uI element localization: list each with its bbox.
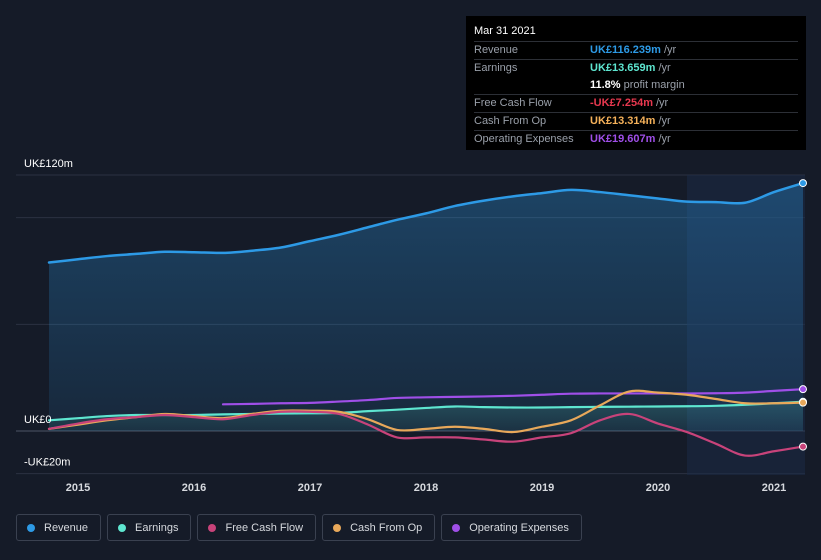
tooltip-row-label: Free Cash Flow <box>474 97 552 109</box>
legend-dot-icon <box>333 523 342 532</box>
free-cash-flow-line <box>47 410 805 457</box>
revenue-line <box>47 181 805 264</box>
tooltip-row: Cash From Op UK£13.314m/yr <box>474 112 798 130</box>
legend-dot-icon <box>208 523 217 532</box>
revenue-area <box>49 183 803 431</box>
tooltip-row-label: Cash From Op <box>474 115 547 127</box>
y-tick-label: UK£120m <box>24 158 73 170</box>
tooltip-panel: Mar 31 2021 Revenue UK£116.239m/yr Earning… <box>466 16 806 150</box>
tooltip-row-label: Operating Expenses <box>474 133 574 145</box>
tooltip-row-value: UK£19.607m <box>590 133 656 145</box>
chart-legend: Revenue Earnings Free Cash Flow Cash From O… <box>16 514 582 541</box>
legend-item-cash-from-op[interactable]: Cash From Op <box>322 514 436 541</box>
legend-label: Revenue <box>44 521 89 534</box>
legend-item-revenue[interactable]: Revenue <box>16 514 102 541</box>
x-tick-label: 2015 <box>66 482 90 494</box>
legend-dot-icon <box>452 523 461 532</box>
tooltip-row-value: UK£13.659m <box>590 62 656 74</box>
tooltip-row: Revenue UK£116.239m/yr <box>474 41 798 59</box>
cash-from-op-line <box>47 389 805 434</box>
revenue-end-point <box>799 179 807 188</box>
x-tick-label: 2019 <box>530 482 554 494</box>
legend-dot-icon <box>118 523 127 532</box>
tooltip-row: Operating Expenses UK£19.607m/yr <box>474 130 798 148</box>
x-tick-label: 2021 <box>762 482 786 494</box>
legend-item-earnings[interactable]: Earnings <box>107 514 192 541</box>
free-cash-flow-end-point <box>799 442 807 451</box>
legend-label: Cash From Op <box>350 521 423 534</box>
legend-label: Free Cash Flow <box>225 521 304 534</box>
tooltip-row-unit: profit margin <box>623 79 685 91</box>
operating-expenses-line <box>221 388 805 406</box>
cash-from-op-end-point <box>799 398 807 407</box>
legend-dot-icon <box>27 523 35 532</box>
tooltip-row-unit: /yr <box>658 133 671 145</box>
tooltip-row-value: 11.8% <box>590 79 621 91</box>
tooltip-row: Earnings UK£13.659m/yr <box>474 59 798 77</box>
x-tick-label: 2020 <box>646 482 670 494</box>
tooltip-row-label: Revenue <box>474 44 519 56</box>
tooltip-row-value: -UK£7.254m <box>590 97 653 109</box>
tooltip-row-value: UK£13.314m <box>590 115 656 127</box>
legend-label: Operating Expenses <box>469 521 569 534</box>
earnings-area <box>49 401 803 431</box>
operating-expenses-end-point <box>799 385 807 394</box>
y-tick-label: -UK£20m <box>24 457 70 469</box>
legend-item-operating-expenses[interactable]: Operating Expenses <box>441 514 582 541</box>
tooltip-row-unit: /yr <box>658 115 671 127</box>
tooltip-row-label: Earnings <box>474 62 518 74</box>
tooltip-row: Free Cash Flow -UK£7.254m/yr <box>474 94 798 112</box>
legend-label: Earnings <box>135 521 179 534</box>
series-layer <box>47 179 807 457</box>
tooltip-date: Mar 31 2021 <box>474 25 536 37</box>
tooltip-row-unit: /yr <box>663 44 677 56</box>
axis-labels: UK£120m UK£0 -UK£20m 2015 2016 2017 2018 2019 20… <box>24 158 786 494</box>
tooltip-row-value: UK£116.239m <box>590 44 661 56</box>
tooltip-row: 11.8% profit margin <box>474 77 798 94</box>
legend-item-free-cash-flow[interactable]: Free Cash Flow <box>197 514 317 541</box>
y-tick-label: UK£0 <box>24 414 52 426</box>
x-tick-label: 2017 <box>298 482 322 494</box>
tooltip-row-unit: /yr <box>658 62 671 74</box>
tooltip-row-unit: /yr <box>655 97 669 109</box>
x-tick-label: 2018 <box>414 482 438 494</box>
tooltip-row-label <box>474 77 590 94</box>
x-tick-label: 2016 <box>182 482 206 494</box>
